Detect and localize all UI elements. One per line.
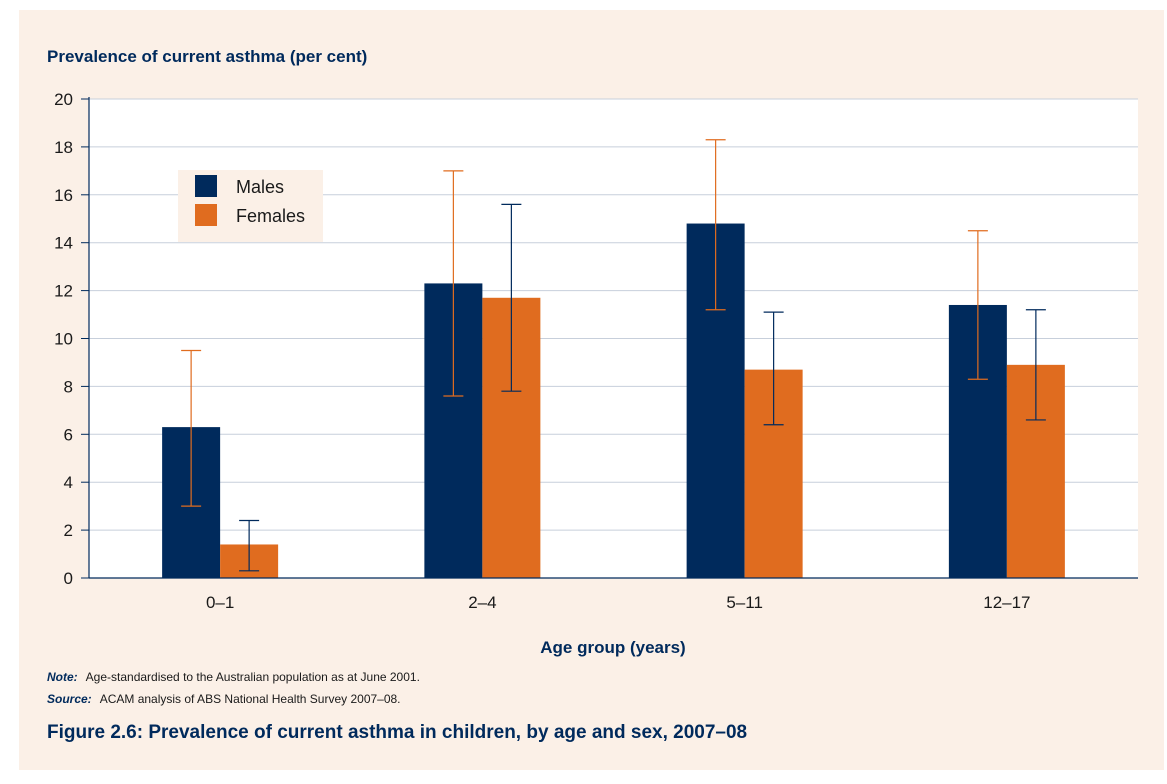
axes: 0 2 4 6 8 10 12 14 16 18 20 0–1 2–4 5–11 12–17 [54,90,1138,612]
legend-swatch-females [195,204,217,226]
source-label: Source: [47,692,92,706]
y-tick-label: 6 [64,425,73,444]
x-tick-label: 12–17 [983,593,1030,612]
legend: Males Females [178,170,323,242]
note-label: Note: [47,670,78,684]
x-axis-title: Age group (years) [540,638,685,657]
y-tick-label: 16 [54,186,73,205]
x-tick-label: 5–11 [726,593,763,612]
y-tick-label: 0 [64,569,73,588]
x-tick-label: 0–1 [206,593,234,612]
y-tick-label: 10 [54,330,73,349]
y-tick-label: 20 [54,90,73,109]
y-tick-label: 12 [54,282,73,301]
figure-caption: Figure 2.6: Prevalence of current asthma… [47,722,748,743]
source: Source: ACAM analysis of ABS National Hea… [47,692,401,706]
y-tick-label: 2 [64,521,73,540]
y-tick-label: 8 [64,377,73,396]
legend-label-males: Males [236,177,284,197]
note-text: Age-standardised to the Australian popul… [85,670,420,684]
y-tick-label: 4 [64,473,73,492]
error-bars [181,139,1046,572]
note: Note: Age-standardised to the Australian … [47,670,420,684]
y-tick-label: 18 [54,138,73,157]
x-tick-label: 2–4 [468,593,496,612]
source-text: ACAM analysis of ABS National Health Sur… [99,692,401,706]
legend-swatch-males [195,175,217,197]
y-axis-title: Prevalence of current asthma (per cent) [47,47,367,66]
legend-label-females: Females [236,206,305,226]
y-tick-label: 14 [54,234,73,253]
